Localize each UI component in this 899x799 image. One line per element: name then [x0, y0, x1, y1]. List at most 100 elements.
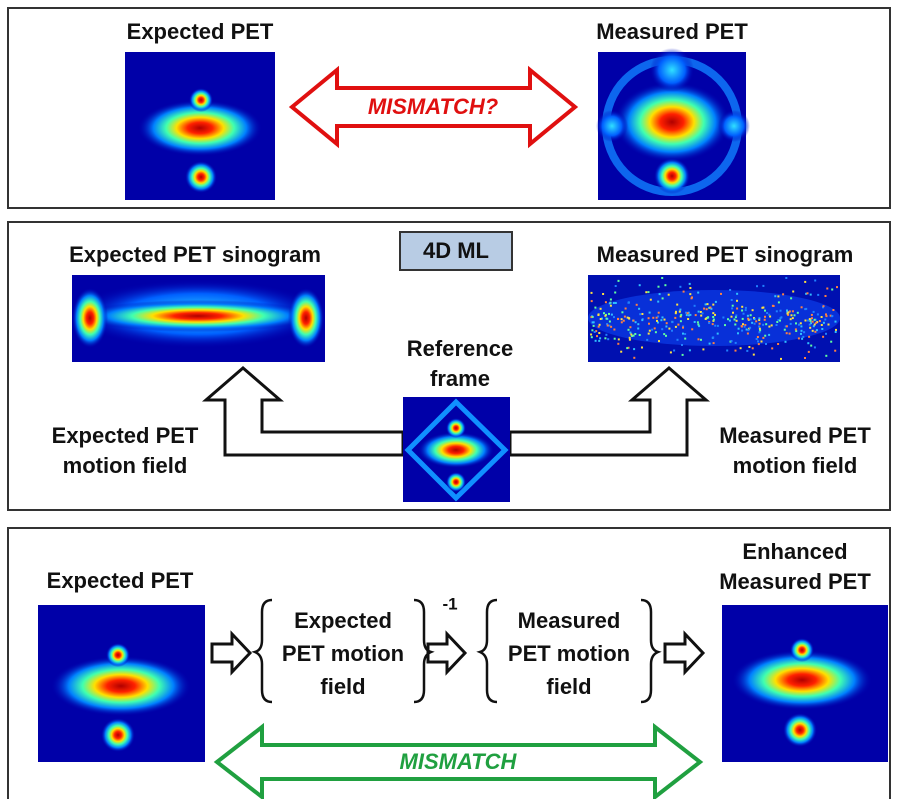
noise-dot [610, 299, 612, 301]
noise-dot [646, 339, 648, 341]
noise-dot [759, 323, 761, 325]
noise-dot [648, 333, 650, 335]
noise-dot [605, 334, 607, 336]
noise-dot [702, 348, 704, 350]
noise-dot [614, 292, 616, 294]
noise-dot [712, 312, 714, 314]
enhanced-image [722, 605, 888, 762]
noise-dot [707, 303, 709, 305]
noise-dot [615, 285, 617, 287]
noise-dot [680, 320, 682, 322]
noise-dot [790, 297, 792, 299]
noise-dot [635, 321, 637, 323]
noise-dot [835, 321, 837, 323]
noise-dot [753, 354, 755, 356]
noise-dot [604, 315, 606, 317]
noise-dot [804, 357, 806, 359]
noise-dot [698, 338, 700, 340]
noise-dot [697, 292, 699, 294]
noise-dot [794, 314, 796, 316]
noise-dot [814, 331, 816, 333]
noise-dot [777, 295, 779, 297]
label: Expected PET [127, 19, 274, 44]
noise-dot [638, 308, 640, 310]
noise-dot [707, 317, 709, 319]
noise-dot [600, 318, 602, 320]
noise-dot [789, 310, 791, 312]
noise-dot [741, 306, 743, 308]
noise-dot [709, 343, 711, 345]
noise-dot [623, 320, 625, 322]
noise-dot [633, 320, 635, 322]
operator-line: field [546, 674, 591, 699]
noise-dot [817, 313, 819, 315]
noise-dot [598, 340, 600, 342]
noise-dot [807, 292, 809, 294]
hollow-arrow [510, 368, 706, 455]
noise-dot [811, 314, 813, 316]
arrow-label: MISMATCH [400, 749, 518, 774]
noise-dot [797, 312, 799, 314]
noise-dot [608, 313, 610, 315]
noise-dot [804, 281, 806, 283]
noise-dot [735, 315, 737, 317]
noise-dot [689, 314, 691, 316]
noise-dot [592, 316, 594, 318]
noise-dot [609, 302, 611, 304]
noise-dot [755, 320, 757, 322]
noise-dot [821, 328, 823, 330]
noise-dot [747, 333, 749, 335]
noise-dot [752, 309, 754, 311]
noise-dot [737, 332, 739, 334]
noise-dot [591, 300, 593, 302]
noise-dot [795, 322, 797, 324]
noise-dot [831, 315, 833, 317]
noise-dot [712, 316, 714, 318]
noise-dot [765, 343, 767, 345]
noise-dot [791, 314, 793, 316]
noise-dot [804, 308, 806, 310]
noise-dot [652, 317, 654, 319]
noise-dot [654, 327, 656, 329]
noise-dot [729, 320, 731, 322]
noise-dot [697, 321, 699, 323]
noise-dot [637, 328, 639, 330]
noise-dot [681, 344, 683, 346]
noise-dot [610, 326, 612, 328]
noise-dot [823, 322, 825, 324]
noise-dot [830, 341, 832, 343]
noise-dot [620, 351, 622, 353]
noise-dot [628, 318, 630, 320]
noise-dot [758, 343, 760, 345]
noise-dot [764, 319, 766, 321]
noise-dot [736, 293, 738, 295]
noise-dot [790, 323, 792, 325]
noise-dot [695, 314, 697, 316]
noise-dot [649, 312, 651, 314]
noise-dot [801, 338, 803, 340]
noise-dot [780, 316, 782, 318]
label: Expected PET sinogram [69, 242, 321, 267]
noise-dot [596, 335, 598, 337]
noise-dot [761, 341, 763, 343]
noise-dot [792, 291, 794, 293]
noise-dot [814, 280, 816, 282]
noise-dot [736, 320, 738, 322]
badge-label: 4D ML [423, 238, 489, 263]
noise-dot [780, 310, 782, 312]
noise-dot [677, 324, 679, 326]
noise-dot [677, 339, 679, 341]
noise-dot [828, 324, 830, 326]
noise-dot [641, 347, 643, 349]
noise-dot [639, 334, 641, 336]
noise-dot [752, 347, 754, 349]
noise-dot [670, 351, 672, 353]
noise-dot [821, 324, 823, 326]
noise-dot [726, 350, 728, 352]
noise-dot [731, 307, 733, 309]
label: Measured PET [719, 569, 871, 594]
noise-dot [629, 326, 631, 328]
noise-dot [784, 329, 786, 331]
noise-dot [822, 336, 824, 338]
noise-dot [764, 335, 766, 337]
